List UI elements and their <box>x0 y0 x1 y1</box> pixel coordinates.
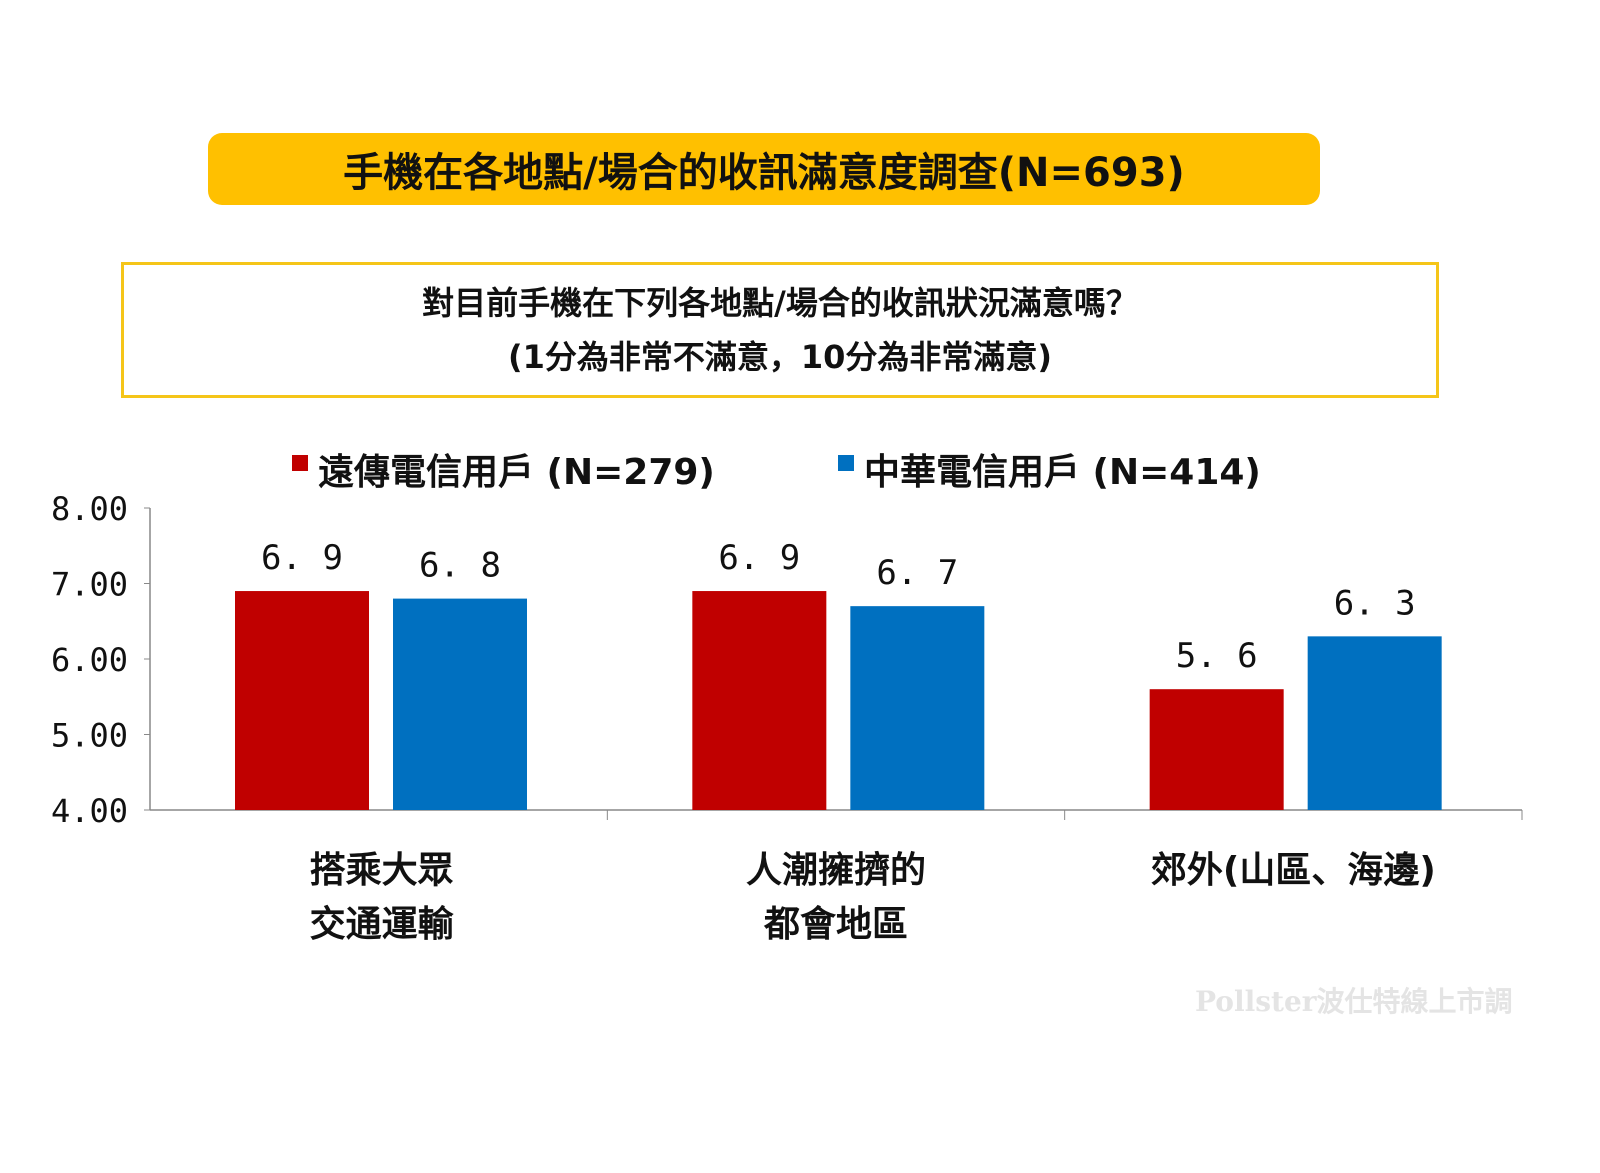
y-tick-label: 8.00 <box>51 490 128 528</box>
question-line-2: (1分為非常不滿意，10分為非常滿意) <box>507 338 1053 376</box>
y-tick-label: 6.00 <box>51 641 128 679</box>
watermark: Pollster波仕特線上市調 <box>1195 985 1513 1018</box>
bar-chunghwa <box>393 598 527 810</box>
y-tick-label: 5.00 <box>51 717 128 755</box>
question-box: 對目前手機在下列各地點/場合的收訊狀況滿意嗎？ (1分為非常不滿意，10分為非常… <box>121 262 1439 398</box>
bar-fareastone <box>692 591 827 810</box>
bar-chunghwa <box>1307 636 1442 810</box>
legend-label: 中華電信用戶 (N=414) <box>864 452 1261 493</box>
data-label: 6. 7 <box>876 553 958 593</box>
chart-title: 手機在各地點/場合的收訊滿意度調查(N=693) <box>208 133 1320 205</box>
x-category-label: 交通運輸 <box>310 903 455 945</box>
question-line-1: 對目前手機在下列各地點/場合的收訊狀況滿意嗎？ <box>422 284 1138 322</box>
x-category-label: 郊外(山區、海邊) <box>1151 850 1436 891</box>
x-category-label: 搭乘大眾 <box>310 850 454 891</box>
legend-swatch <box>838 455 854 471</box>
legend-label: 遠傳電信用戶 (N=279) <box>318 452 715 493</box>
bar-fareastone <box>1149 689 1284 810</box>
data-label: 5. 6 <box>1176 636 1258 676</box>
x-category-label: 人潮擁擠的 <box>746 850 926 891</box>
legend-swatch <box>292 455 308 471</box>
data-label: 6. 9 <box>718 538 800 578</box>
data-label: 6. 8 <box>419 546 501 586</box>
x-category-label: 都會地區 <box>763 904 908 945</box>
bar-chunghwa <box>850 606 985 810</box>
bar-fareastone <box>235 591 369 810</box>
data-label: 6. 3 <box>1334 583 1416 623</box>
y-tick-label: 4.00 <box>51 792 128 830</box>
data-label: 6. 9 <box>261 538 343 578</box>
y-tick-label: 7.00 <box>51 566 128 604</box>
